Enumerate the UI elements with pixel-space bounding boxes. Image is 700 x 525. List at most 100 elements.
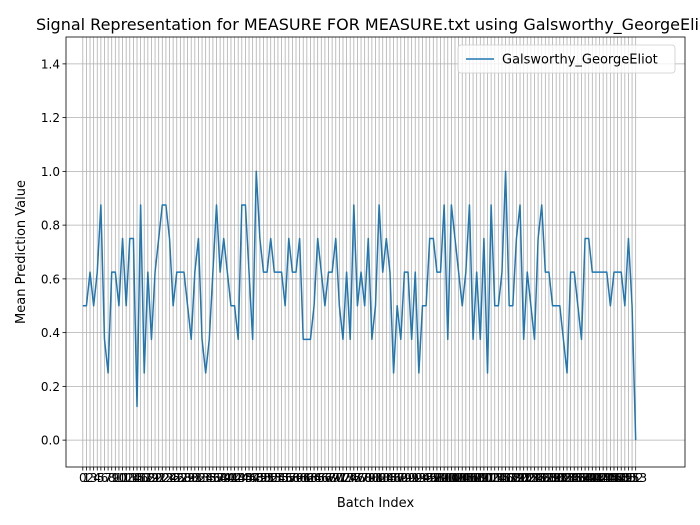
x-tick-label: 39 — [216, 471, 231, 485]
x-tick-label: 17 — [137, 471, 152, 485]
x-tick-label: 131 — [545, 471, 568, 485]
x-tick-label: 107 — [458, 471, 481, 485]
x-tick-label: 19 — [144, 471, 159, 485]
x-tick-label: 151 — [617, 471, 640, 485]
x-tick-label: 54 — [270, 471, 285, 485]
x-tick-label: 93 — [411, 471, 426, 485]
x-tick-label: 73 — [339, 471, 354, 485]
x-tick-label: 86 — [386, 471, 401, 485]
x-tick-label: 68 — [321, 471, 336, 485]
x-tick-label: 94 — [415, 471, 430, 485]
x-tick-label: 8 — [108, 471, 116, 485]
x-tick-label: 130 — [541, 471, 564, 485]
x-tick-label: 40 — [220, 471, 235, 485]
x-tick-label: 48 — [249, 471, 264, 485]
x-tick-label: 59 — [288, 471, 303, 485]
x-tick-label: 121 — [509, 471, 532, 485]
x-tick-label: 122 — [512, 471, 535, 485]
legend-entry-label: Galsworthy_GeorgeEliot — [502, 53, 658, 68]
x-tick-label: 109 — [465, 471, 488, 485]
x-tick-label: 66 — [314, 471, 329, 485]
x-tick-label: 55 — [274, 471, 289, 485]
x-tick-label: 152 — [621, 471, 644, 485]
x-tick-label: 71 — [332, 471, 347, 485]
x-tick-label: 20 — [147, 471, 162, 485]
x-tick-label: 137 — [566, 471, 589, 485]
x-tick-label: 87 — [390, 471, 405, 485]
x-tick-label: 113 — [480, 471, 503, 485]
x-tick-label: 138 — [570, 471, 593, 485]
y-tick-label: 1.4 — [41, 57, 60, 71]
x-tick-label: 4 — [93, 471, 101, 485]
x-tick-label: 11 — [115, 471, 130, 485]
x-tick-label: 127 — [530, 471, 553, 485]
x-tick-label: 124 — [519, 471, 542, 485]
x-tick-label: 69 — [324, 471, 339, 485]
x-tick-label: 80 — [364, 471, 379, 485]
x-tick-label: 36 — [205, 471, 220, 485]
x-tick-label: 110 — [469, 471, 492, 485]
x-tick-label: 9 — [112, 471, 120, 485]
series-line-galsworthy-georgeeliot — [82, 170, 637, 441]
x-tick-label: 136 — [563, 471, 586, 485]
x-tick-label: 153 — [624, 471, 647, 485]
series-layer — [82, 170, 637, 441]
x-tick-label: 100 — [433, 471, 456, 485]
x-tick-label: 105 — [451, 471, 474, 485]
x-tick-label: 31 — [187, 471, 202, 485]
x-tick-label: 145 — [595, 471, 618, 485]
x-tick-label: 89 — [397, 471, 412, 485]
x-tick-label: 91 — [404, 471, 419, 485]
x-tick-label: 7 — [104, 471, 112, 485]
legend-frame — [457, 44, 676, 74]
x-tick-label: 104 — [447, 471, 470, 485]
y-tick-label: 1.0 — [41, 165, 60, 179]
x-tick-label: 118 — [498, 471, 521, 485]
y-tick-label: 0.8 — [41, 219, 60, 233]
x-tick-label: 116 — [491, 471, 514, 485]
x-tick-label: 18 — [140, 471, 155, 485]
x-tick-label: 28 — [176, 471, 191, 485]
x-tick-label: 51 — [259, 471, 274, 485]
x-tick-label: 88 — [393, 471, 408, 485]
x-tick-label: 5 — [97, 471, 105, 485]
x-tick-label: 77 — [353, 471, 368, 485]
x-tick-label: 103 — [444, 471, 467, 485]
x-tick-label: 132 — [548, 471, 571, 485]
x-tick-label: 16 — [133, 471, 148, 485]
x-tick-label: 75 — [346, 471, 361, 485]
x-tick-label: 26 — [169, 471, 184, 485]
x-tick-label: 119 — [501, 471, 524, 485]
x-tick-label: 92 — [408, 471, 423, 485]
y-tick-label: 0.2 — [41, 380, 60, 394]
x-tick-label: 70 — [328, 471, 343, 485]
x-tick-label: 90 — [400, 471, 415, 485]
x-tick-label: 102 — [440, 471, 463, 485]
x-tick-label: 78 — [357, 471, 372, 485]
x-tick-label: 128 — [534, 471, 557, 485]
x-tick-label: 21 — [151, 471, 166, 485]
x-tick-label: 64 — [306, 471, 321, 485]
x-tick-label: 23 — [158, 471, 173, 485]
x-tick-label: 41 — [223, 471, 238, 485]
x-tick-label: 30 — [184, 471, 199, 485]
x-tick-label: 133 — [552, 471, 575, 485]
x-tick-label: 142 — [584, 471, 607, 485]
x-tick-label: 67 — [317, 471, 332, 485]
y-tick-label: 0.6 — [41, 272, 60, 286]
x-tick-label: 72 — [335, 471, 350, 485]
y-axis-ticks: 0.0 0.2 0.4 0.6 0.8 1.0 1.2 1.4 — [41, 57, 66, 448]
x-tick-label: 57 — [281, 471, 296, 485]
x-tick-label: 149 — [610, 471, 633, 485]
x-tick-label: 125 — [523, 471, 546, 485]
x-tick-label: 10 — [111, 471, 126, 485]
x-tick-label: 139 — [574, 471, 597, 485]
x-tick-label: 146 — [599, 471, 622, 485]
x-tick-label: 84 — [379, 471, 394, 485]
x-tick-label: 43 — [231, 471, 246, 485]
x-tick-label: 144 — [592, 471, 615, 485]
x-tick-label: 32 — [191, 471, 206, 485]
x-tick-label: 81 — [368, 471, 383, 485]
x-axis-ticks: 0123456789101112131415161718192021222324… — [79, 467, 647, 485]
